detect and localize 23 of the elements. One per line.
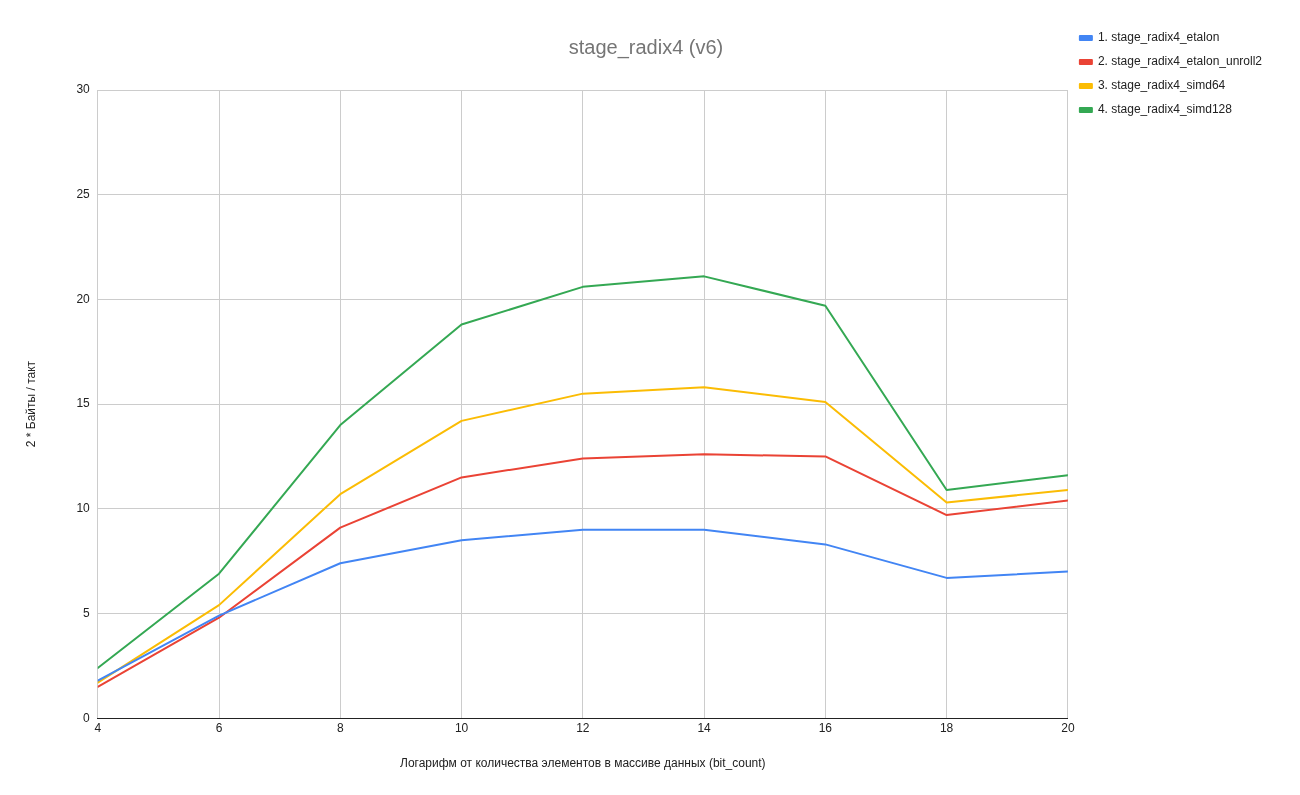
y-tick-label: 10 <box>76 501 91 516</box>
y-tick-label: 0 <box>83 710 91 725</box>
legend-label: 1. stage_radix4_etalon <box>1097 30 1220 45</box>
x-tick-label: 4 <box>94 720 102 735</box>
x-tick-label: 18 <box>939 720 954 735</box>
x-tick-label: 10 <box>454 720 469 735</box>
y-tick-label: 15 <box>76 396 91 411</box>
x-tick-label: 20 <box>1061 720 1075 735</box>
y-axis-title: 2 * Байты / такт <box>23 360 38 448</box>
x-tick-label: 8 <box>336 720 344 735</box>
legend-label: 4. stage_radix4_simd128 <box>1097 102 1233 117</box>
x-tick-label: 12 <box>576 720 590 735</box>
x-tick-label: 6 <box>215 720 223 735</box>
x-tick-label: 16 <box>818 720 833 735</box>
x-axis-title: Логарифм от количества элементов в массиве данных (bit_count) <box>400 756 766 771</box>
x-tick-label: 14 <box>697 720 712 735</box>
y-tick-label: 5 <box>83 605 91 620</box>
y-tick-label: 30 <box>76 82 91 97</box>
y-tick-label: 25 <box>76 187 91 202</box>
legend-label: 2. stage_radix4_etalon_unroll2 <box>1097 54 1263 69</box>
legend-label: 3. stage_radix4_simd64 <box>1097 78 1226 93</box>
y-tick-label: 20 <box>76 291 91 306</box>
chart-title: stage_radix4 (v6) <box>568 35 724 59</box>
